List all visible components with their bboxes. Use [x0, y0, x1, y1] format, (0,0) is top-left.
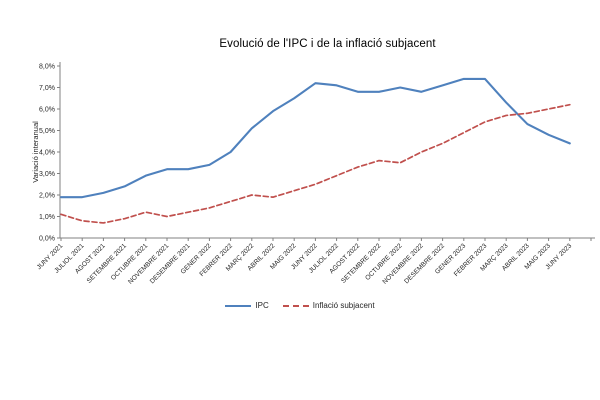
- series-line-ipc: [59, 77, 571, 199]
- y-tick-label: 0,0%: [39, 236, 55, 243]
- y-tick-label: 3,0%: [39, 171, 55, 178]
- y-tick-label: 2,0%: [39, 193, 55, 200]
- legend-line-sample-ipc: [225, 304, 252, 307]
- y-tick-label: 6,0%: [39, 107, 55, 114]
- x-tick-label: OCTUBRE 2022: [364, 242, 404, 282]
- y-tick-label: 5,0%: [39, 128, 55, 135]
- y-tick-label: 8,0%: [39, 64, 55, 71]
- y-tick-label: 1,0%: [39, 214, 55, 221]
- y-tick-label: 7,0%: [39, 85, 55, 92]
- legend-label-inflacio-subjacent: Inflació subjacent: [312, 301, 375, 310]
- y-axis-title: Variació interanual: [31, 121, 40, 183]
- chart-legend: IPC Inflació subjacent: [0, 301, 600, 310]
- legend-line-sample-inflacio-subjacent: [282, 304, 309, 307]
- x-tick-label: OCTUBRE 2021: [110, 242, 150, 282]
- series-line-inflacio-subjacent: [60, 103, 571, 224]
- chart-title: Evolució de l'IPC i de la inflació subja…: [219, 38, 436, 50]
- legend-label-ipc: IPC: [255, 301, 269, 310]
- legend-item-ipc: IPC: [225, 301, 269, 310]
- legend-item-inflacio-subjacent: Inflació subjacent: [282, 301, 375, 310]
- y-tick-label: 4,0%: [39, 150, 55, 157]
